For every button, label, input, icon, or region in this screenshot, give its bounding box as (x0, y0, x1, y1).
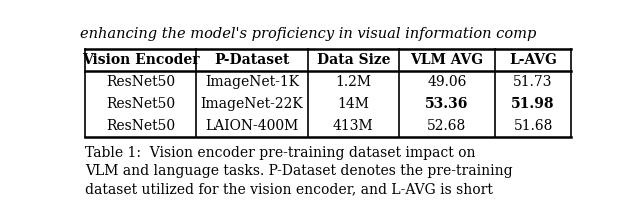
Text: 51.68: 51.68 (513, 119, 553, 133)
Text: 14M: 14M (337, 97, 369, 111)
Text: LAION-400M: LAION-400M (205, 119, 299, 133)
Text: 413M: 413M (333, 119, 374, 133)
Text: 1.2M: 1.2M (335, 75, 371, 89)
Text: Table 1:  Vision encoder pre-training dataset impact on
VLM and language tasks. : Table 1: Vision encoder pre-training dat… (85, 146, 513, 196)
Text: 53.36: 53.36 (426, 97, 468, 111)
Text: ResNet50: ResNet50 (106, 97, 175, 111)
Text: ResNet50: ResNet50 (106, 119, 175, 133)
Text: ImageNet-22K: ImageNet-22K (201, 97, 303, 111)
Text: 51.98: 51.98 (511, 97, 555, 111)
Text: Data Size: Data Size (317, 53, 390, 67)
Text: L-AVG: L-AVG (509, 53, 557, 67)
Text: Vision Encoder: Vision Encoder (82, 53, 200, 67)
Text: VLM AVG: VLM AVG (410, 53, 484, 67)
Text: 52.68: 52.68 (428, 119, 467, 133)
Text: ImageNet-1K: ImageNet-1K (205, 75, 299, 89)
Text: 51.73: 51.73 (513, 75, 553, 89)
Text: ResNet50: ResNet50 (106, 75, 175, 89)
Text: 49.06: 49.06 (428, 75, 467, 89)
Text: P-Dataset: P-Dataset (214, 53, 290, 67)
Text: enhancing the model's proficiency in visual information comp: enhancing the model's proficiency in vis… (80, 27, 536, 40)
